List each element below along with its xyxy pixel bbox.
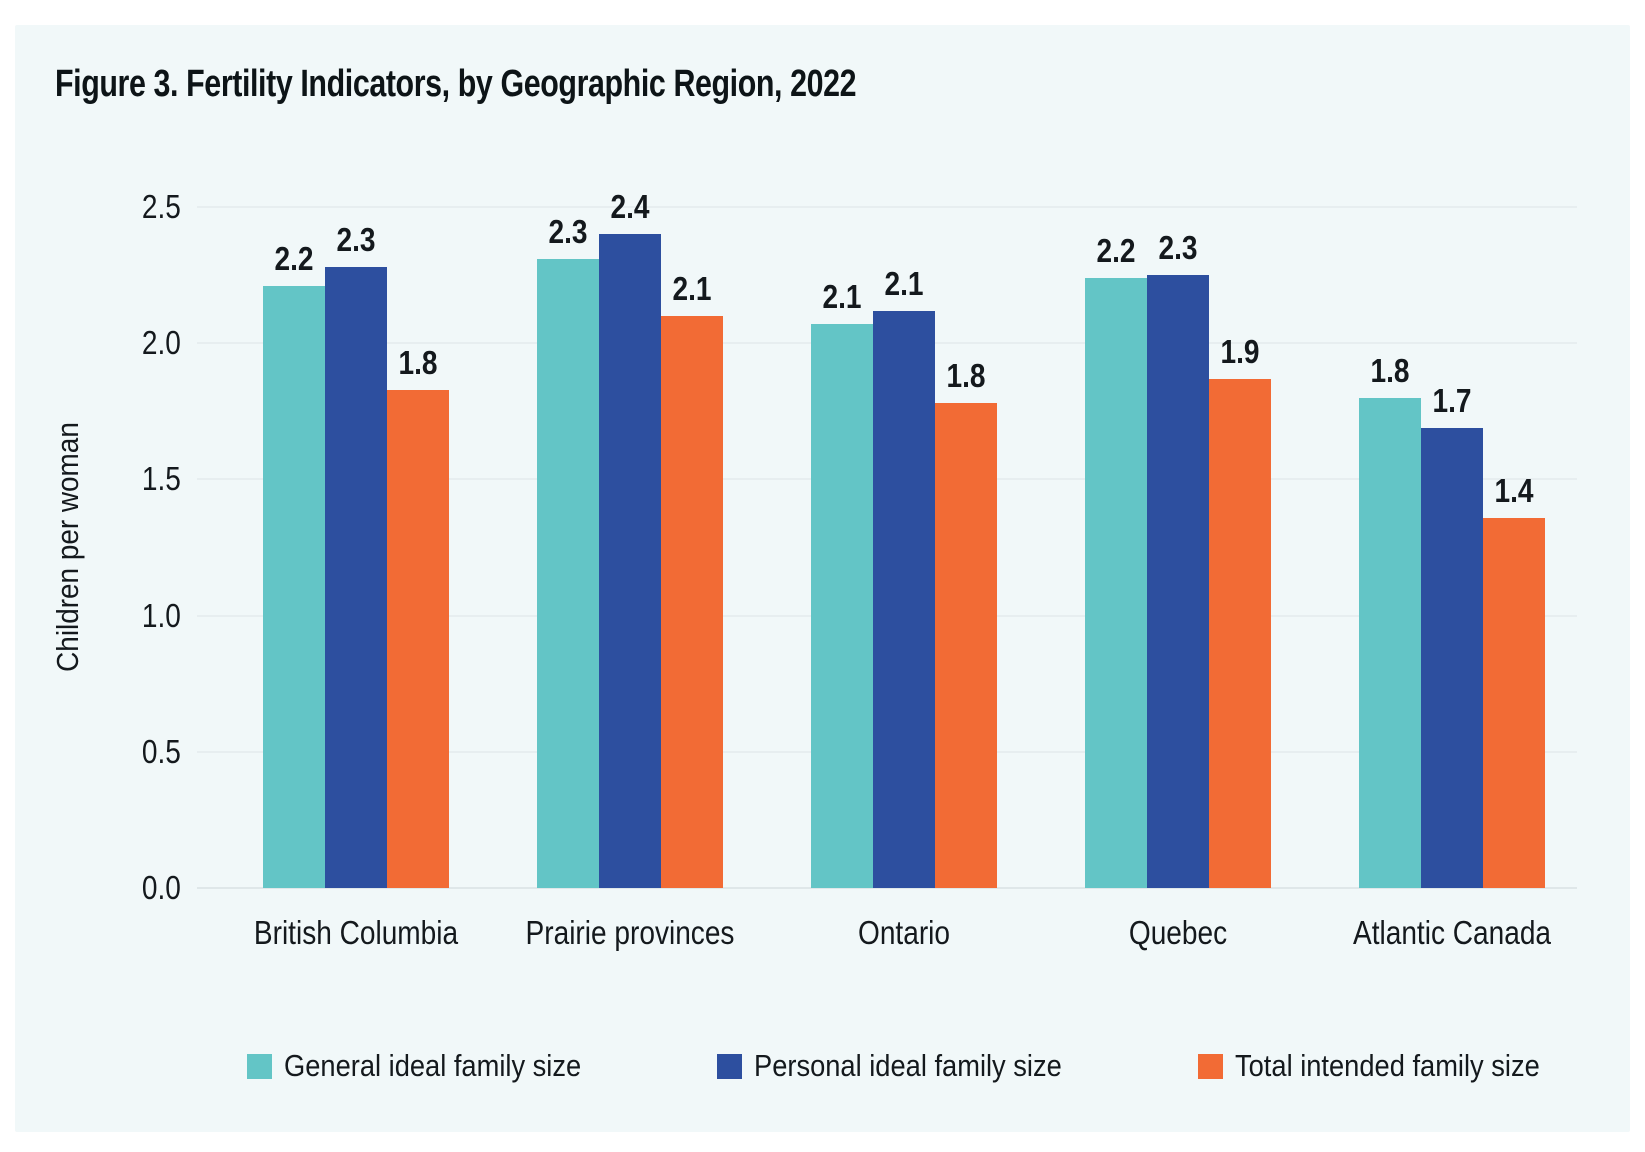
bar: 1.4 — [1483, 472, 1545, 888]
bar-value-label: 1.8 — [946, 357, 986, 395]
bar: 2.4 — [599, 188, 661, 888]
gridline: 2.5 — [142, 188, 1577, 225]
bar-value-label: 1.7 — [1432, 381, 1472, 419]
bar-group-ontario: 2.1 2.1 1.8 Ontario — [811, 207, 997, 951]
bar-value-label: 2.2 — [1096, 231, 1136, 269]
bar: 2.1 — [873, 265, 935, 888]
bar: 2.3 — [325, 221, 387, 888]
legend-item: Personal ideal family size — [716, 1048, 1104, 1084]
bar-value-label: 1.8 — [398, 343, 438, 381]
legend-item: General ideal family size — [247, 1048, 622, 1084]
bar: 2.3 — [1147, 229, 1209, 888]
bar-value-label: 2.4 — [610, 188, 650, 226]
bar: 2.1 — [811, 278, 873, 888]
bar-group-atlantic-canada: 1.8 1.7 1.4 Atlantic Canada — [1353, 207, 1551, 951]
x-category-label: Atlantic Canada — [1352, 914, 1552, 951]
plot-area: 0.0 0.5 1.0 1.5 2.0 2.5 2.2 2.3 1.8 British Colum… — [142, 188, 1577, 951]
legend-label: General ideal family size — [284, 1048, 582, 1083]
y-tick-label: 1.5 — [142, 460, 181, 498]
chart-panel: Figure 3. Fertility Indicators, by Geogr… — [15, 25, 1630, 1132]
legend-swatch-icon — [716, 1053, 742, 1079]
y-tick-label: 0.5 — [142, 732, 181, 770]
y-tick-label: 0.0 — [142, 869, 181, 906]
bar-value-label: 2.1 — [822, 278, 862, 316]
bar: 1.8 — [1359, 352, 1421, 888]
bar-value-label: 2.1 — [672, 269, 712, 307]
bar: 1.8 — [387, 344, 449, 888]
bar-value-label: 2.3 — [548, 212, 588, 250]
x-category-label: Prairie provinces — [525, 914, 735, 951]
legend: General ideal family size Personal ideal … — [197, 1048, 1577, 1084]
bar-value-label: 1.8 — [1370, 351, 1410, 389]
bar-group-quebec: 2.2 2.3 1.9 Quebec — [1085, 207, 1271, 951]
bars-row: 2.2 2.3 1.8 British Columbia 2.3 2.4 2.1 Prairi… — [197, 188, 1577, 951]
bar: 2.2 — [263, 240, 325, 888]
bar: 2.3 — [537, 213, 599, 888]
bar-value-label: 2.1 — [884, 264, 924, 302]
bar-group-prairie-provinces: 2.3 2.4 2.1 Prairie provinces — [526, 188, 735, 951]
y-axis-title: Children per woman — [50, 422, 85, 672]
bar: 2.2 — [1085, 232, 1147, 888]
bar-value-label: 1.9 — [1220, 332, 1260, 370]
legend-label: Total intended family size — [1235, 1048, 1541, 1083]
x-category-label: Quebec — [1128, 914, 1228, 951]
bar-value-label: 2.3 — [1158, 229, 1198, 267]
legend-swatch-icon — [1198, 1053, 1224, 1079]
x-category-label: British Columbia — [253, 914, 459, 951]
y-tick-label: 2.5 — [142, 188, 181, 225]
y-tick-label: 2.0 — [142, 324, 181, 362]
bar-value-label: 1.4 — [1494, 471, 1534, 509]
bar-value-label: 2.2 — [274, 240, 314, 277]
legend-label: Personal ideal family size — [753, 1048, 1062, 1083]
x-category-label: Ontario — [858, 914, 950, 951]
y-tick-label: 1.0 — [142, 596, 181, 634]
bar: 2.1 — [661, 270, 723, 888]
x-axis-line: 0.0 — [142, 869, 1577, 906]
bar: 1.9 — [1209, 333, 1271, 888]
legend-swatch-icon — [247, 1053, 272, 1079]
bar: 1.8 — [935, 357, 997, 888]
bar: 1.7 — [1421, 382, 1483, 888]
bar-group-british-columbia: 2.2 2.3 1.8 British Columbia — [254, 207, 458, 951]
bar-value-label: 2.3 — [336, 220, 376, 258]
legend-item: Total intended family size — [1198, 1048, 1581, 1084]
chart-title: Figure 3. Fertility Indicators, by Geogr… — [55, 63, 857, 105]
